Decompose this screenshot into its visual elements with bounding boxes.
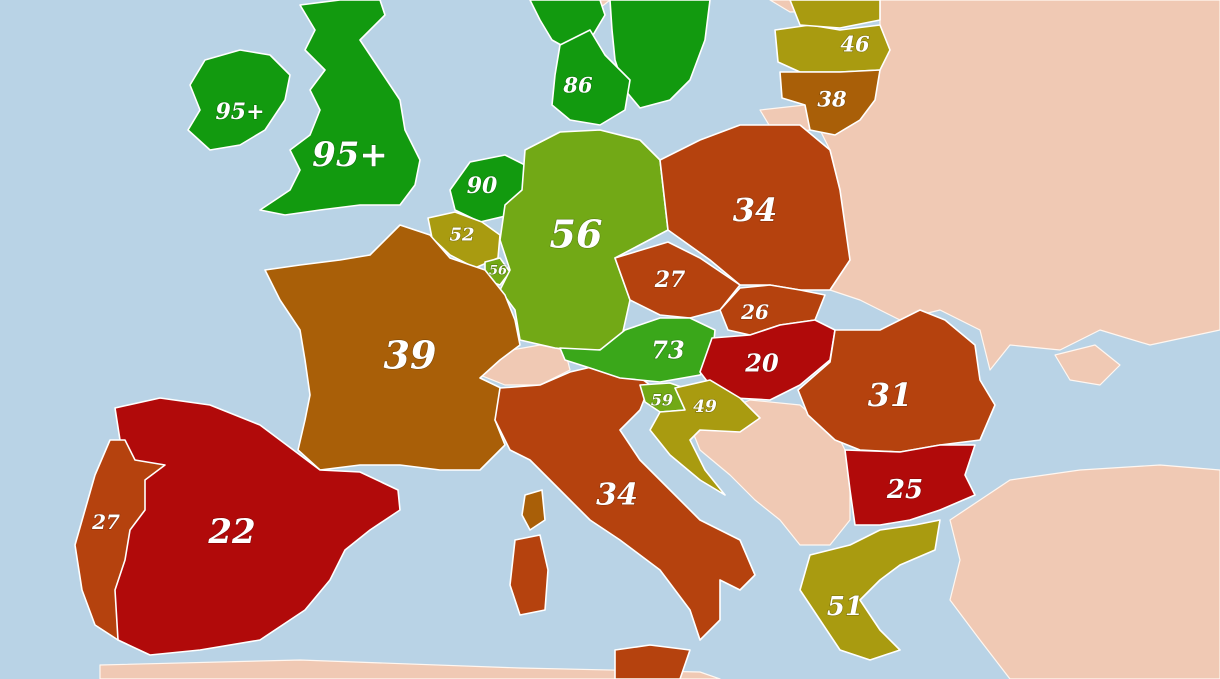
label-netherlands: 90 (467, 173, 498, 199)
country-slovakia[interactable] (719, 284, 826, 336)
balkans-land (689, 399, 851, 546)
label-romania: 31 (868, 376, 913, 414)
label-croatia: 49 (693, 397, 717, 417)
countries (74, 0, 996, 679)
country-croatia[interactable] (649, 379, 761, 496)
label-italy: 34 (596, 478, 638, 513)
country-sweden[interactable] (609, 0, 711, 109)
country-lithuania[interactable] (779, 69, 881, 136)
label-slovenia: 59 (651, 391, 673, 410)
label-germany: 56 (550, 212, 603, 257)
country-greece[interactable] (799, 519, 941, 661)
label-luxembourg: 56 (489, 264, 507, 279)
label-hungary: 20 (744, 349, 779, 378)
country-ireland[interactable] (187, 49, 291, 151)
country-latvia[interactable] (774, 24, 891, 73)
label-united-kingdom: 95+ (312, 135, 388, 175)
label-greece: 51 (827, 592, 863, 622)
label-portugal: 27 (91, 510, 120, 534)
country-romania[interactable] (797, 309, 996, 453)
label-spain: 22 (207, 512, 255, 552)
label-belgium: 52 (449, 225, 474, 246)
turkey-land (949, 464, 1220, 679)
label-bulgaria: 25 (886, 475, 923, 505)
label-ireland: 95+ (215, 99, 264, 125)
label-lithuania: 38 (817, 87, 847, 112)
label-denmark: 86 (562, 73, 593, 98)
no-data-land (99, 0, 1220, 679)
label-france: 39 (384, 333, 437, 378)
country-united-kingdom[interactable] (259, 0, 421, 216)
label-austria: 73 (651, 336, 684, 365)
crimea-land (1054, 344, 1121, 386)
country-estonia[interactable] (789, 0, 881, 29)
country-denmark[interactable] (551, 29, 631, 126)
label-czechia: 27 (654, 267, 686, 293)
value-labels: 95+ 95+ 86 90 52 56 56 39 22 27 34 34 27… (90, 31, 923, 623)
label-latvia: 46 (840, 32, 870, 57)
country-poland[interactable] (659, 124, 851, 291)
country-bulgaria[interactable] (844, 444, 976, 526)
country-sicily[interactable] (614, 644, 691, 679)
country-portugal[interactable] (74, 439, 166, 641)
north-africa-land (99, 659, 721, 679)
country-sardinia[interactable] (509, 534, 549, 616)
label-slovakia: 26 (740, 300, 769, 324)
country-corsica[interactable] (521, 489, 546, 531)
label-poland: 34 (733, 191, 778, 229)
